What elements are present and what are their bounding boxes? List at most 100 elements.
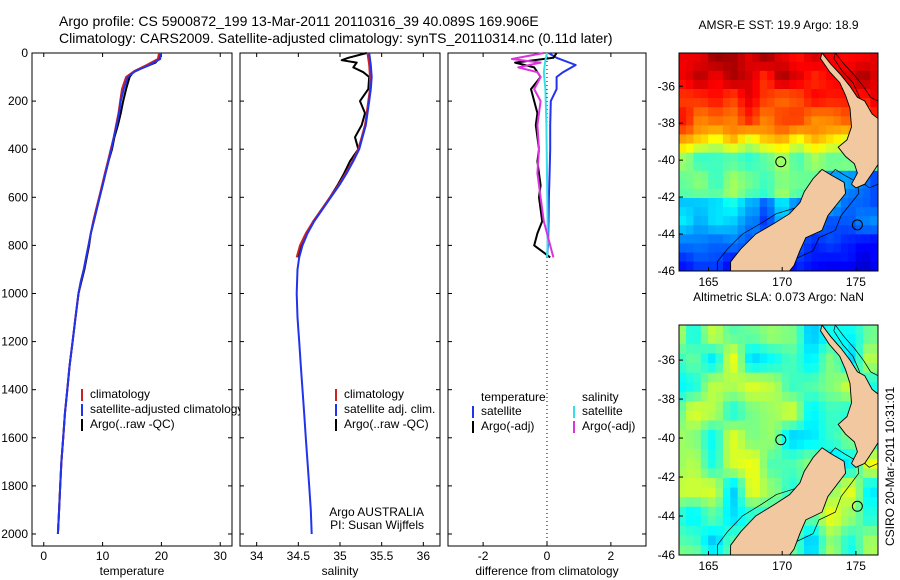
map-cell — [759, 79, 768, 90]
map-cell — [752, 116, 761, 126]
y-tick-label: -44 — [658, 509, 676, 523]
map-cell — [774, 79, 783, 90]
map-cell — [811, 363, 820, 374]
map-cell — [752, 98, 761, 108]
map-title: AMSR-E SST: 19.9 Argo: 18.9 — [698, 18, 858, 32]
map-cell — [833, 545, 842, 555]
map-cell — [708, 343, 717, 355]
map-cell — [796, 70, 805, 81]
map-cell — [679, 516, 687, 527]
map-cell — [767, 353, 776, 364]
y-tick-label: -44 — [658, 227, 676, 241]
series-line — [56, 52, 162, 535]
x-axis-label: temperature — [100, 564, 165, 578]
map-cell — [759, 170, 768, 181]
map-cell — [833, 216, 842, 226]
map-cell — [722, 363, 731, 374]
map-cell — [840, 506, 849, 517]
map-cell — [796, 61, 805, 72]
map-cell — [679, 207, 687, 217]
map-cell — [811, 391, 820, 402]
map-cell — [700, 179, 709, 190]
map-cell — [752, 134, 761, 145]
map-cell — [700, 363, 709, 374]
map-cell — [715, 234, 724, 245]
map-cell — [679, 234, 687, 245]
map-cell — [789, 391, 798, 402]
map-cell — [708, 107, 717, 117]
map-cell — [686, 401, 695, 412]
map-cell — [686, 410, 695, 422]
map-cell — [693, 89, 702, 99]
map-cell — [803, 458, 812, 470]
map-cell — [796, 401, 805, 412]
map-cell — [730, 125, 739, 136]
map-cell — [826, 420, 835, 431]
map-cell — [759, 334, 768, 345]
map-cell — [722, 487, 731, 498]
map-cell — [811, 98, 820, 108]
map-cell — [730, 430, 739, 441]
map-cell — [774, 353, 783, 364]
map-cell — [693, 353, 702, 364]
map-cell — [767, 179, 776, 190]
map-cell — [730, 216, 739, 226]
map-cell — [708, 134, 717, 145]
map-cell — [715, 70, 724, 81]
map-cell — [767, 216, 776, 226]
map-cell — [870, 98, 878, 108]
map-cell — [737, 334, 746, 345]
map-cell — [679, 363, 687, 374]
map-cell — [826, 535, 835, 546]
map-cell — [700, 449, 709, 460]
map-cell — [708, 261, 717, 271]
map-cell — [715, 161, 724, 172]
map-cell — [708, 252, 717, 263]
map-cell — [715, 497, 724, 508]
map-cell — [855, 334, 864, 345]
map-cell — [767, 125, 776, 136]
map-cell — [708, 325, 717, 335]
y-tick-label: -36 — [658, 353, 676, 367]
map-cell — [759, 391, 768, 402]
map-cell — [745, 170, 754, 181]
map-cell — [781, 98, 790, 108]
map-cell — [811, 116, 820, 126]
map-cell — [693, 98, 702, 108]
map-cell — [679, 478, 687, 489]
map-cell — [767, 468, 776, 479]
map-cell — [722, 410, 731, 422]
map-cell — [803, 152, 812, 163]
map-cell — [840, 243, 849, 254]
map-cell — [715, 478, 724, 489]
map-cell — [767, 161, 776, 172]
map-cell — [679, 261, 687, 271]
legend-label: climatology — [90, 387, 150, 401]
map-cell — [833, 410, 842, 422]
map-cell — [796, 179, 805, 190]
map-cell — [789, 116, 798, 126]
map-cell — [870, 372, 878, 383]
map-cell — [708, 535, 717, 546]
y-tick-label: 200 — [8, 94, 28, 108]
map-cell — [781, 372, 790, 383]
map-cell — [745, 161, 754, 172]
map-cell — [840, 116, 849, 126]
map-cell — [818, 79, 827, 90]
map-cell — [759, 107, 768, 117]
map-cell — [759, 372, 768, 383]
map-cell — [708, 225, 717, 235]
map-cell — [693, 252, 702, 263]
map-cell — [796, 535, 805, 546]
figure-title-line-2: Climatology: CARS2009. Satellite-adjuste… — [59, 30, 613, 46]
map-cell — [679, 198, 687, 208]
map-cell — [708, 170, 717, 181]
map-cell — [789, 170, 798, 181]
map-cell — [862, 363, 871, 374]
map-cell — [700, 134, 709, 145]
map-cell — [737, 188, 746, 199]
map-cell — [826, 382, 835, 393]
map-cell — [789, 89, 798, 99]
x-tick-label: 0 — [40, 549, 47, 563]
map-cell — [722, 449, 731, 460]
